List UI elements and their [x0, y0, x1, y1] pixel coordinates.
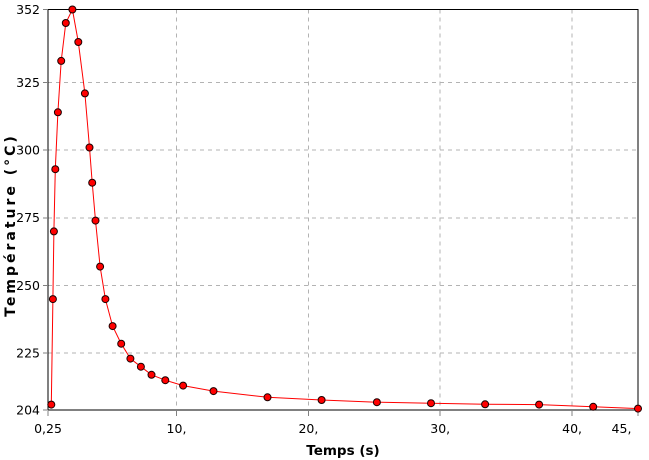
data-point-marker	[80, 89, 89, 98]
data-point-marker	[47, 400, 56, 409]
data-point-marker	[57, 56, 66, 65]
x-axis-title: Temps (s)	[306, 443, 379, 459]
data-point-marker	[535, 400, 544, 409]
data-point-marker	[88, 178, 97, 187]
data-point-marker	[96, 262, 105, 271]
temperature-series-line	[50, 7, 639, 410]
data-point-marker	[85, 143, 94, 152]
x-tick-label: 40,	[562, 421, 582, 436]
y-tick-label: 352	[16, 2, 40, 17]
data-point-marker	[108, 322, 117, 331]
y-tick-label: 275	[16, 210, 40, 225]
y-tick-label: 325	[16, 75, 40, 90]
x-tick-label: 45,	[612, 421, 632, 436]
data-point-marker	[427, 399, 435, 408]
grid-layer	[48, 9, 638, 410]
data-point-marker	[51, 165, 60, 174]
data-point-marker	[68, 5, 77, 14]
data-point-marker	[53, 108, 62, 117]
data-point-marker	[136, 362, 145, 371]
x-tick-label: 10,	[167, 421, 187, 436]
y-tick-label: 204	[16, 402, 40, 417]
data-point-marker	[209, 387, 218, 396]
data-point-marker	[101, 295, 110, 304]
axis-layer: 204 225 250 275 300 325 352 0,25 10, 20, 30, 40, 45,	[16, 2, 639, 436]
series-layer	[47, 5, 642, 413]
data-point-marker	[91, 216, 100, 225]
data-point-marker	[634, 404, 642, 413]
data-point-marker	[589, 402, 598, 411]
data-point-marker	[126, 354, 135, 363]
data-point-marker	[179, 381, 188, 390]
y-tick-label: 225	[16, 346, 40, 361]
data-point-marker	[263, 393, 272, 402]
data-point-marker	[147, 370, 156, 379]
data-point-marker	[372, 398, 381, 407]
y-axis-title: Température (°C)	[3, 133, 19, 317]
x-tick-label: 20,	[298, 421, 318, 436]
data-point-marker	[481, 400, 490, 409]
data-point-marker	[161, 376, 170, 385]
x-tick-label: 30,	[430, 421, 450, 436]
y-tick-label: 250	[16, 278, 40, 293]
data-point-marker	[49, 227, 58, 236]
data-point-marker	[74, 38, 83, 46]
data-point-marker	[317, 396, 326, 404]
y-tick-label: 300	[16, 143, 40, 158]
x-tick-label: 0,25	[34, 421, 62, 436]
data-point-marker	[48, 295, 57, 304]
data-point-marker	[117, 339, 126, 348]
data-point-marker	[61, 19, 70, 27]
plot-border	[47, 9, 639, 411]
